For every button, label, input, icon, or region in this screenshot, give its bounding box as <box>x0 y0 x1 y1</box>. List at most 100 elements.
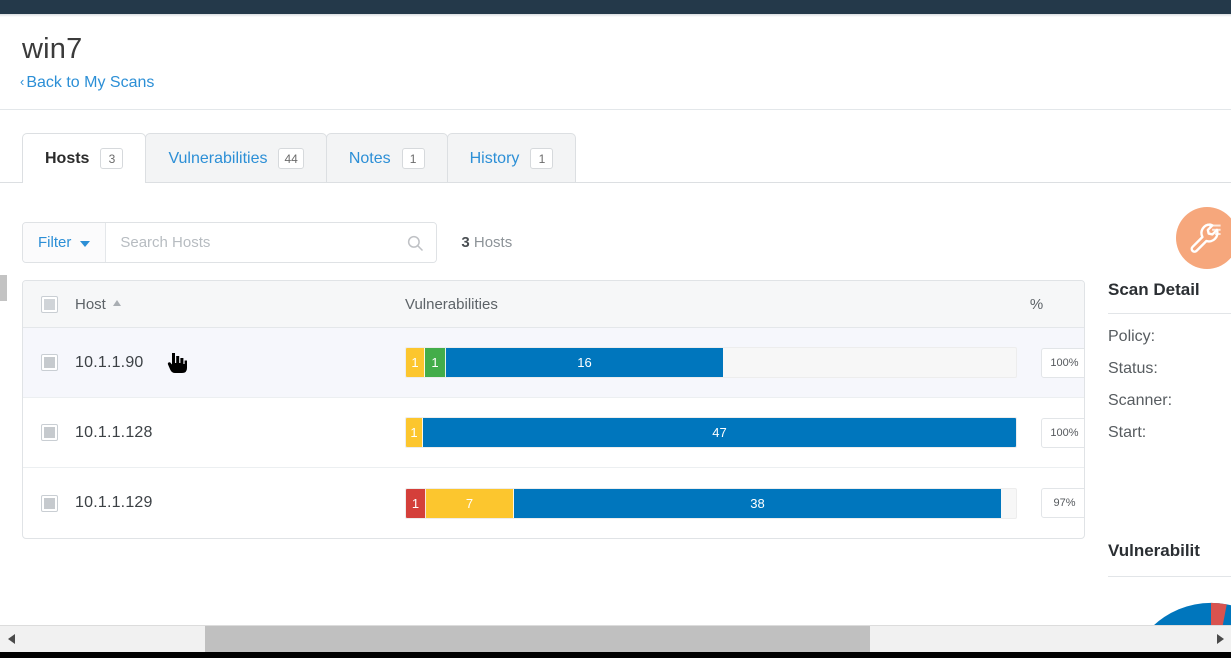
table-row[interactable]: 10.1.1.128 1 47 100% <box>23 398 1084 468</box>
table-row[interactable]: 10.1.1.129 1 7 38 97% <box>23 468 1084 538</box>
tab-vulnerabilities[interactable]: Vulnerabilities 44 <box>145 133 327 183</box>
tab-history-badge: 1 <box>530 148 554 169</box>
detail-label-scanner: Scanner: <box>1108 392 1173 409</box>
page-header: win7 ‹ Back to My Scans <box>0 17 1231 110</box>
host-address[interactable]: 10.1.1.90 <box>75 353 144 371</box>
host-address[interactable]: 10.1.1.128 <box>75 423 153 441</box>
page-viewport: win7 ‹ Back to My Scans Hosts 3 Vulnerabi… <box>0 17 1231 625</box>
column-header-percent[interactable]: % <box>989 296 1084 313</box>
severity-bar: 1 1 16 <box>405 347 1017 378</box>
tab-bar-underline <box>0 182 1231 183</box>
host-count: 3 Hosts <box>461 234 512 251</box>
arrow-left-icon <box>7 634 15 644</box>
sort-ascending-icon <box>112 300 121 306</box>
row-host-cell: 10.1.1.129 <box>75 494 405 512</box>
horizontal-scrollbar-thumb[interactable] <box>205 625 870 653</box>
row-percent-cell: 97% <box>1017 488 1084 518</box>
column-header-vulnerabilities-label: Vulnerabilities <box>405 295 498 313</box>
vulnerabilities-heading: Vulnerabilit <box>1108 541 1200 560</box>
tab-notes-label: Notes <box>348 149 391 167</box>
tab-vulnerabilities-label: Vulnerabilities <box>168 149 268 167</box>
severity-segment-medium[interactable]: 7 <box>426 488 514 518</box>
pie-slice-critical <box>1211 602 1227 625</box>
detail-label-status: Status: <box>1108 360 1158 377</box>
vertical-scrollbar-thumb[interactable] <box>0 275 7 301</box>
severity-segment-critical[interactable]: 1 <box>406 488 426 518</box>
severity-segment-low[interactable]: 1 <box>425 348 446 377</box>
filter-button-label: Filter <box>38 234 72 251</box>
row-checkbox[interactable] <box>40 354 58 371</box>
severity-bar: 1 47 <box>405 417 1017 448</box>
scan-settings-wrench-button[interactable] <box>1176 207 1231 269</box>
row-checkbox[interactable] <box>40 494 58 512</box>
vulnerabilities-divider <box>1108 576 1231 577</box>
percent-badge: 100% <box>1041 417 1084 448</box>
row-percent-cell: 100% <box>1017 417 1084 448</box>
severity-segment-medium[interactable]: 1 <box>406 348 425 377</box>
back-link-label: Back to My Scans <box>26 74 155 91</box>
row-vulnerabilities-cell: 1 7 38 <box>405 487 1017 519</box>
severity-segment-info[interactable]: 16 <box>446 348 723 377</box>
column-header-percent-label: % <box>1029 295 1044 313</box>
column-header-host[interactable]: Host <box>75 296 405 313</box>
tab-bar: Hosts 3 Vulnerabilities 44 Notes 1 Histo… <box>22 133 577 184</box>
severity-bar: 1 7 38 <box>405 487 1017 519</box>
column-header-host-label: Host <box>75 295 106 313</box>
tab-hosts-badge: 3 <box>100 148 124 169</box>
select-all-checkbox[interactable] <box>40 295 58 313</box>
row-host-cell: 10.1.1.128 <box>75 424 405 442</box>
column-header-vulnerabilities[interactable]: Vulnerabilities <box>405 296 989 313</box>
chevron-left-icon: ‹ <box>20 74 25 89</box>
host-count-number: 3 <box>461 234 470 251</box>
row-checkbox[interactable] <box>40 424 58 441</box>
filter-button[interactable]: Filter <box>23 223 107 262</box>
vulnerabilities-pie-chart[interactable] <box>1108 592 1231 625</box>
horizontal-scrollbar-track[interactable] <box>22 625 1209 653</box>
severity-segment-medium[interactable]: 1 <box>406 418 423 447</box>
tab-history-label: History <box>469 149 520 167</box>
scan-details-sidebar: Scan Detail Policy: Status: Scanner: Sta… <box>1108 280 1231 625</box>
wrench-icon <box>1190 223 1221 253</box>
row-select-cell <box>23 494 75 512</box>
window-chrome-bar <box>0 0 1231 14</box>
row-host-cell: 10.1.1.90 <box>75 351 405 375</box>
page-title: win7 <box>22 33 83 65</box>
host-count-label: Hosts <box>473 234 513 251</box>
percent-badge: 97% <box>1041 488 1084 518</box>
scroll-left-button[interactable] <box>0 626 22 653</box>
tab-history[interactable]: History 1 <box>446 133 577 183</box>
scan-details-heading: Scan Detail <box>1108 280 1200 299</box>
tab-notes-badge: 1 <box>401 148 425 169</box>
horizontal-scrollbar[interactable] <box>0 625 1231 653</box>
search-input[interactable] <box>120 234 407 251</box>
filter-toolbar: Filter 3 Hosts <box>22 222 512 263</box>
severity-segment-info[interactable]: 38 <box>514 488 1001 518</box>
row-vulnerabilities-cell: 1 47 <box>405 417 1017 448</box>
tab-notes[interactable]: Notes 1 <box>325 133 448 183</box>
row-percent-cell: 100% <box>1017 347 1084 378</box>
table-row[interactable]: 10.1.1.90 1 1 16 100% <box>23 328 1084 398</box>
percent-badge: 100% <box>1041 347 1084 378</box>
filter-search-group: Filter <box>22 222 438 263</box>
detail-label-policy: Policy: <box>1108 328 1156 345</box>
row-select-cell <box>23 354 75 371</box>
window-chrome-shadow <box>0 14 1231 17</box>
arrow-right-icon <box>1216 634 1224 644</box>
chevron-down-icon <box>80 240 91 247</box>
hosts-table: Host Vulnerabilities % 10.1.1.90 <box>22 280 1085 539</box>
table-header-row: Host Vulnerabilities % <box>23 281 1084 328</box>
back-to-my-scans-link[interactable]: ‹ Back to My Scans <box>20 74 154 92</box>
scroll-right-button[interactable] <box>1209 626 1231 653</box>
scan-details-divider <box>1108 313 1231 314</box>
mouse-pointer-hand-icon <box>167 352 187 373</box>
row-vulnerabilities-cell: 1 1 16 <box>405 347 1017 378</box>
search-icon[interactable] <box>406 234 424 252</box>
host-address[interactable]: 10.1.1.129 <box>75 494 153 511</box>
tab-hosts-label: Hosts <box>45 149 90 167</box>
row-select-cell <box>23 424 75 441</box>
tab-vulnerabilities-badge: 44 <box>278 148 304 169</box>
window-bottom-edge <box>0 652 1231 658</box>
search-field-wrap <box>106 223 437 262</box>
severity-segment-info[interactable]: 47 <box>423 418 1016 447</box>
tab-hosts[interactable]: Hosts 3 <box>22 133 147 184</box>
